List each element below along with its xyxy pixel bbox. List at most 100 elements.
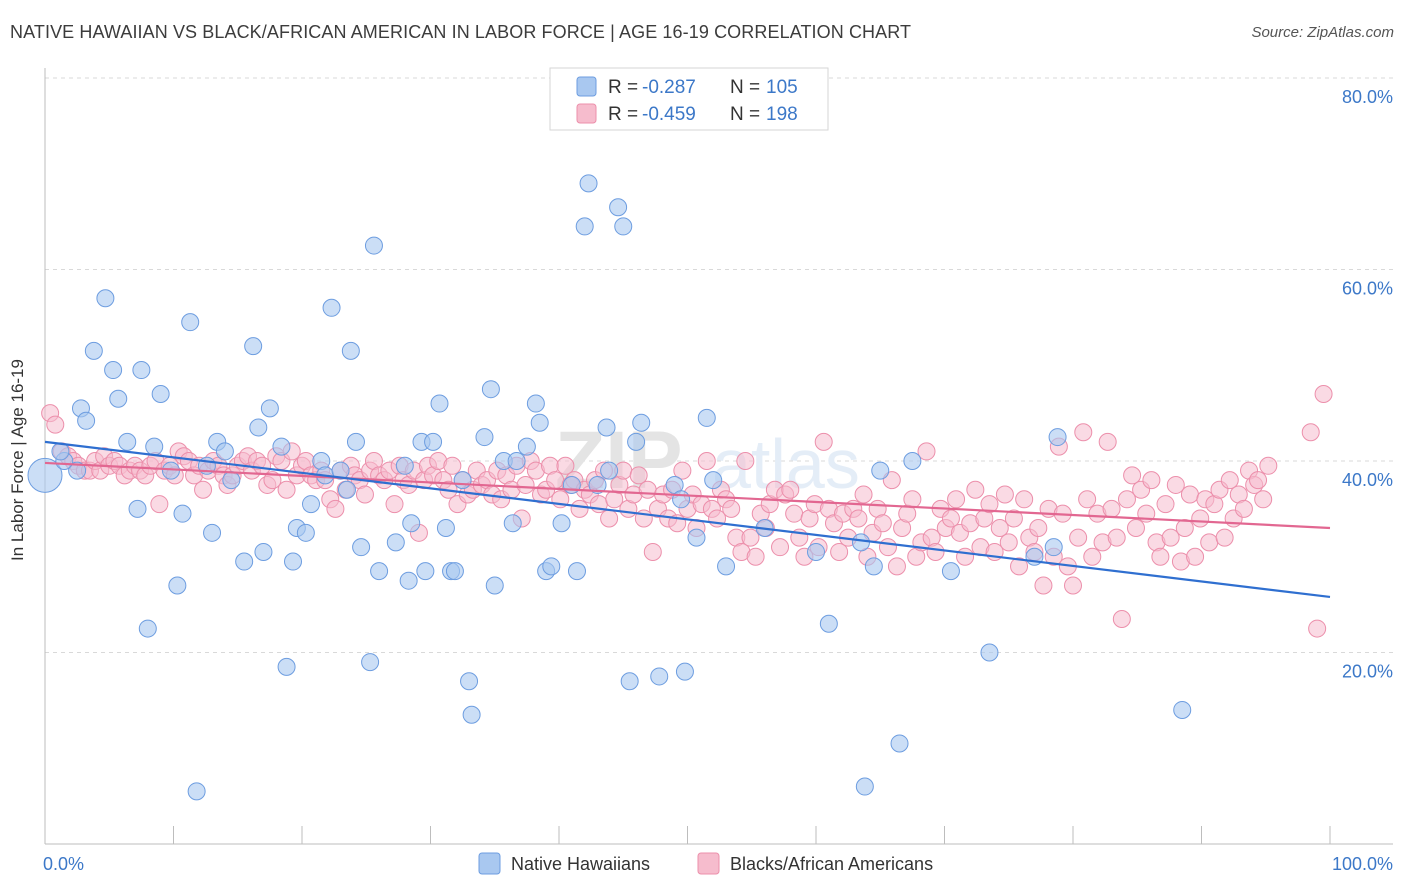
data-point-blacks-african-americans: [1034, 576, 1053, 595]
data-point-native-hawaiians: [27, 457, 63, 493]
data-point-native-hawaiians: [168, 576, 187, 595]
data-point-blacks-african-americans: [1029, 519, 1048, 538]
data-point-blacks-african-americans: [980, 495, 999, 514]
legend-r-label-2: R =: [608, 104, 638, 125]
data-point-native-hawaiians: [597, 418, 616, 437]
data-point-blacks-african-americans: [1220, 471, 1239, 490]
data-point-native-hawaiians: [687, 528, 706, 547]
data-point-native-hawaiians: [145, 437, 164, 456]
data-point-native-hawaiians: [575, 217, 594, 236]
x-tick-label-min: 0.0%: [43, 854, 84, 874]
data-point-native-hawaiians: [697, 408, 716, 427]
data-point-blacks-african-americans: [46, 415, 65, 434]
data-point-native-hawaiians: [430, 394, 449, 413]
data-point-blacks-african-americans: [643, 542, 662, 561]
data-point-blacks-african-americans: [1254, 490, 1273, 509]
data-point-native-hawaiians: [588, 475, 607, 494]
data-point-blacks-african-americans: [814, 432, 833, 451]
legend-swatch-pink: [576, 103, 597, 124]
data-point-blacks-african-americans: [941, 509, 960, 528]
data-point-native-hawaiians: [552, 514, 571, 533]
data-point-blacks-african-americans: [887, 557, 906, 576]
data-point-native-hawaiians: [416, 562, 435, 581]
data-point-native-hawaiians: [600, 461, 619, 480]
legend-swatch-blacks-african-americans: [697, 852, 720, 875]
data-point-blacks-african-americans: [882, 471, 901, 490]
data-point-blacks-african-americans: [1123, 466, 1142, 485]
data-point-native-hawaiians: [941, 562, 960, 581]
data-point-blacks-african-americans: [355, 485, 374, 504]
x-tick-label-max: 100.0%: [1332, 854, 1393, 874]
data-point-blacks-african-americans: [516, 475, 535, 494]
data-point-native-hawaiians: [77, 411, 96, 430]
data-point-blacks-african-americans: [1098, 432, 1117, 451]
y-tick-label: 20.0%: [1342, 662, 1393, 682]
data-point-native-hawaiians: [424, 432, 443, 451]
data-point-blacks-african-americans: [830, 542, 849, 561]
data-point-native-hawaiians: [272, 437, 291, 456]
data-point-blacks-african-americans: [1064, 576, 1082, 595]
data-point-blacks-african-americans: [990, 519, 1009, 538]
data-point-blacks-african-americans: [1107, 528, 1126, 547]
data-point-blacks-african-americans: [1314, 384, 1333, 403]
legend-r-value-1: -0.287: [642, 77, 696, 98]
data-point-blacks-african-americans: [638, 480, 657, 499]
data-point-native-hawaiians: [395, 456, 414, 475]
data-point-blacks-african-americans: [1259, 456, 1278, 475]
data-point-blacks-african-americans: [903, 490, 922, 509]
data-point-native-hawaiians: [871, 461, 890, 480]
data-point-blacks-african-americans: [1102, 499, 1121, 518]
data-point-native-hawaiians: [980, 643, 999, 662]
data-point-blacks-african-americans: [781, 480, 800, 499]
data-point-blacks-african-americans: [1083, 547, 1102, 566]
data-point-blacks-african-americans: [1126, 519, 1145, 538]
series-legend: Native Hawaiians Blacks/African American…: [478, 852, 933, 875]
data-point-blacks-african-americans: [1151, 547, 1170, 566]
data-point-blacks-african-americans: [746, 547, 765, 566]
data-point-blacks-african-americans: [1249, 471, 1268, 490]
y-tick-label: 60.0%: [1342, 279, 1393, 299]
data-point-blacks-african-americans: [966, 480, 985, 499]
data-point-native-hawaiians: [364, 236, 383, 255]
data-point-native-hawaiians: [627, 432, 646, 451]
data-point-blacks-african-americans: [956, 547, 975, 566]
data-point-native-hawaiians: [96, 289, 115, 308]
trend-line-native-hawaiians: [44, 440, 1331, 599]
data-point-native-hawaiians: [819, 614, 838, 633]
data-point-native-hawaiians: [284, 552, 303, 571]
data-point-native-hawaiians: [128, 499, 147, 518]
data-point-native-hawaiians: [453, 471, 472, 490]
data-point-native-hawaiians: [717, 557, 736, 576]
trend-line-blacks-african-americans: [44, 461, 1331, 530]
data-point-native-hawaiians: [341, 341, 360, 360]
legend-n-label-1: N =: [730, 77, 760, 98]
data-point-blacks-african-americans: [1015, 490, 1034, 509]
data-point-native-hawaiians: [322, 298, 341, 317]
y-tick-label: 40.0%: [1342, 470, 1393, 490]
data-point-native-hawaiians: [903, 452, 922, 470]
data-point-native-hawaiians: [352, 538, 371, 557]
y-tick-label: 80.0%: [1342, 87, 1393, 107]
data-point-blacks-african-americans: [263, 471, 282, 490]
data-point-native-hawaiians: [260, 399, 279, 418]
data-point-native-hawaiians: [346, 432, 365, 451]
data-point-blacks-african-americans: [878, 538, 897, 557]
data-point-native-hawaiians: [277, 657, 296, 676]
data-point-blacks-african-americans: [1191, 509, 1210, 528]
data-point-native-hawaiians: [672, 490, 691, 509]
data-point-native-hawaiians: [542, 557, 561, 576]
data-point-blacks-african-americans: [873, 514, 892, 533]
legend-label-blacks-african-americans: Blacks/African Americans: [730, 854, 933, 874]
data-point-native-hawaiians: [807, 542, 825, 561]
legend-label-native-hawaiians: Native Hawaiians: [511, 854, 650, 874]
data-point-native-hawaiians: [517, 437, 536, 456]
data-point-blacks-african-americans: [1175, 519, 1194, 538]
data-point-blacks-african-americans: [556, 456, 575, 475]
data-point-native-hawaiians: [104, 361, 123, 380]
data-point-blacks-african-americans: [1010, 557, 1029, 576]
correlation-legend-box: R = -0.287 N = 105 R = -0.459 N = 198: [549, 67, 829, 131]
data-point-native-hawaiians: [1173, 700, 1192, 719]
series-blacks-african-americans: [41, 384, 1333, 638]
data-point-native-hawaiians: [386, 533, 405, 552]
